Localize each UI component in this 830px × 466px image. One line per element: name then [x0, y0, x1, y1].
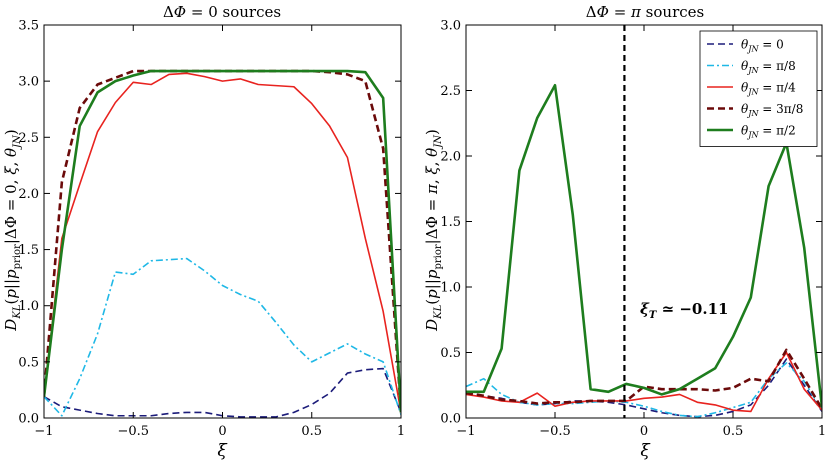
right-x-tick-label-0: −1 — [456, 424, 475, 439]
right-y-tick-label-6: 3.0 — [440, 19, 461, 34]
left-x-tick-label-1: −0.5 — [117, 424, 149, 439]
right-chart: ΔΦ = π sources DKL(p||pprior|ΔΦ = π, ξ, … — [423, 3, 826, 461]
legend-label-3: θJN = 3π/8 — [741, 102, 803, 118]
left-y-tick-label-1: 0.5 — [18, 355, 39, 370]
left-x-axis-label: ξ — [217, 441, 228, 461]
left-y-tick-label-0: 0.0 — [18, 412, 39, 427]
left-x-tick-label-4: 1 — [397, 424, 405, 439]
legend-label-0: θJN = 0 — [741, 38, 784, 54]
right-y-axis-label: DKL(p||pprior|ΔΦ = π, ξ, θJN) — [423, 129, 444, 332]
right-series-line-2 — [466, 351, 822, 413]
right-x-tick-label-4: 1 — [818, 424, 826, 439]
right-y-tick-label-4: 2.0 — [440, 150, 461, 165]
legend-label-1: θJN = π/8 — [741, 59, 796, 75]
left-chart-title: ΔΦ = 0 sources — [163, 3, 281, 21]
left-series-line-4 — [44, 69, 401, 413]
right-series-line-1 — [466, 362, 822, 418]
left-y-tick-label-2: 1.0 — [18, 299, 39, 314]
left-y-axis-label: DKL(p||pprior|ΔΦ = 0, ξ, θJN) — [2, 129, 23, 331]
right-series-line-4 — [466, 83, 822, 408]
right-x-tick-label-1: −0.5 — [539, 424, 571, 439]
right-x-tick-label-2: 0 — [640, 424, 648, 439]
right-chart-title: ΔΦ = π sources — [586, 3, 704, 21]
right-x-tick-label-3: 0.5 — [723, 424, 744, 439]
left-chart: ΔΦ = 0 sources DKL(p||pprior|ΔΦ = 0, ξ, … — [2, 3, 405, 461]
left-x-tick-label-0: −1 — [34, 424, 53, 439]
left-series-group — [44, 69, 401, 418]
right-legend: θJN = 0 θJN = π/8 θJN = π/4 θJN = 3π/8 θJN =… — [699, 30, 818, 147]
right-series-line-3 — [466, 348, 822, 410]
left-series-line-2 — [44, 72, 401, 413]
right-y-tick-label-1: 0.5 — [440, 346, 461, 361]
left-series-line-1 — [44, 257, 401, 417]
svg-text:DKL(p||pprior|ΔΦ = 0, ξ, θJN): DKL(p||pprior|ΔΦ = 0, ξ, θJN) — [2, 129, 23, 331]
left-series-line-3 — [44, 69, 401, 413]
right-y-tick-label-5: 2.5 — [440, 84, 461, 99]
left-y-tick-label-3: 1.5 — [18, 243, 39, 258]
right-series-group — [466, 83, 822, 418]
left-series-line-0 — [44, 367, 401, 418]
left-y-tick-label-7: 3.5 — [18, 19, 39, 34]
right-y-tick-label-2: 1.0 — [440, 281, 461, 296]
left-y-tick-label-6: 3.0 — [18, 75, 39, 90]
left-y-tick-label-4: 2.0 — [18, 187, 39, 202]
right-y-tick-label-0: 0.0 — [440, 412, 461, 427]
svg-text:DKL(p||pprior|ΔΦ = π, ξ, θJN): DKL(p||pprior|ΔΦ = π, ξ, θJN) — [423, 129, 444, 332]
left-y-tick-label-5: 2.5 — [18, 131, 39, 146]
right-x-axis-label: ξ — [640, 441, 651, 461]
right-legend-box — [699, 30, 818, 147]
threshold-annotation: ξT ≃ −0.11 — [640, 300, 728, 321]
left-x-tick-label-3: 0.5 — [301, 424, 322, 439]
legend-label-4: θJN = π/2 — [741, 124, 796, 140]
legend-label-2: θJN = π/4 — [741, 81, 796, 97]
right-y-tick-label-3: 1.5 — [440, 215, 461, 230]
left-x-tick-label-2: 0 — [218, 424, 226, 439]
